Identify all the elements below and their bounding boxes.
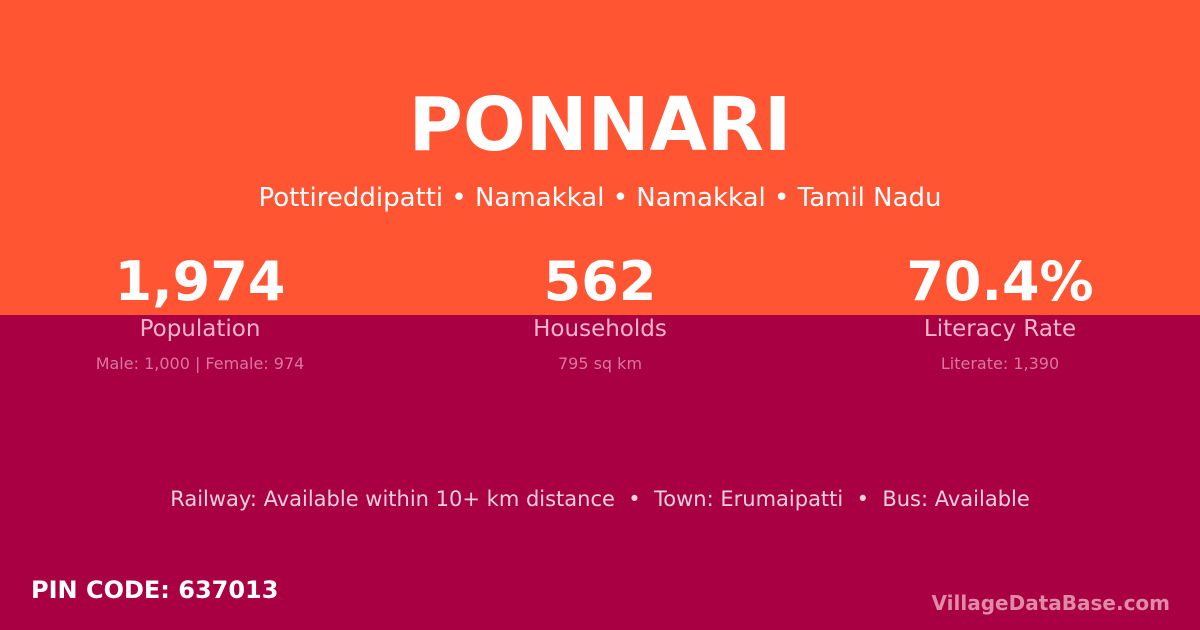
village-title: PONNARI — [408, 82, 792, 168]
stat-value: 70.4% — [906, 250, 1094, 313]
stat-label: Households — [533, 316, 667, 342]
stat-label: Population — [139, 316, 261, 342]
amenities-info: Railway: Available within 10+ km distanc… — [170, 487, 1030, 511]
stat-detail: Male: 1,000 | Female: 974 — [95, 354, 305, 373]
brand-logo: VillageDataBase.com — [931, 591, 1170, 615]
stat-label: Literacy Rate — [923, 316, 1077, 342]
header-band — [0, 0, 1200, 315]
stat-value: 562 — [543, 250, 657, 313]
stat-detail: Literate: 1,390 — [940, 354, 1060, 373]
stat-value: 1,974 — [114, 250, 286, 313]
stat-detail: 795 sq km — [557, 354, 643, 373]
footer-band — [0, 315, 1200, 630]
pin-code: PIN CODE: 637013 — [31, 576, 279, 604]
location-breadcrumb: Pottireddipatti • Namakkal • Namakkal • … — [258, 183, 942, 213]
